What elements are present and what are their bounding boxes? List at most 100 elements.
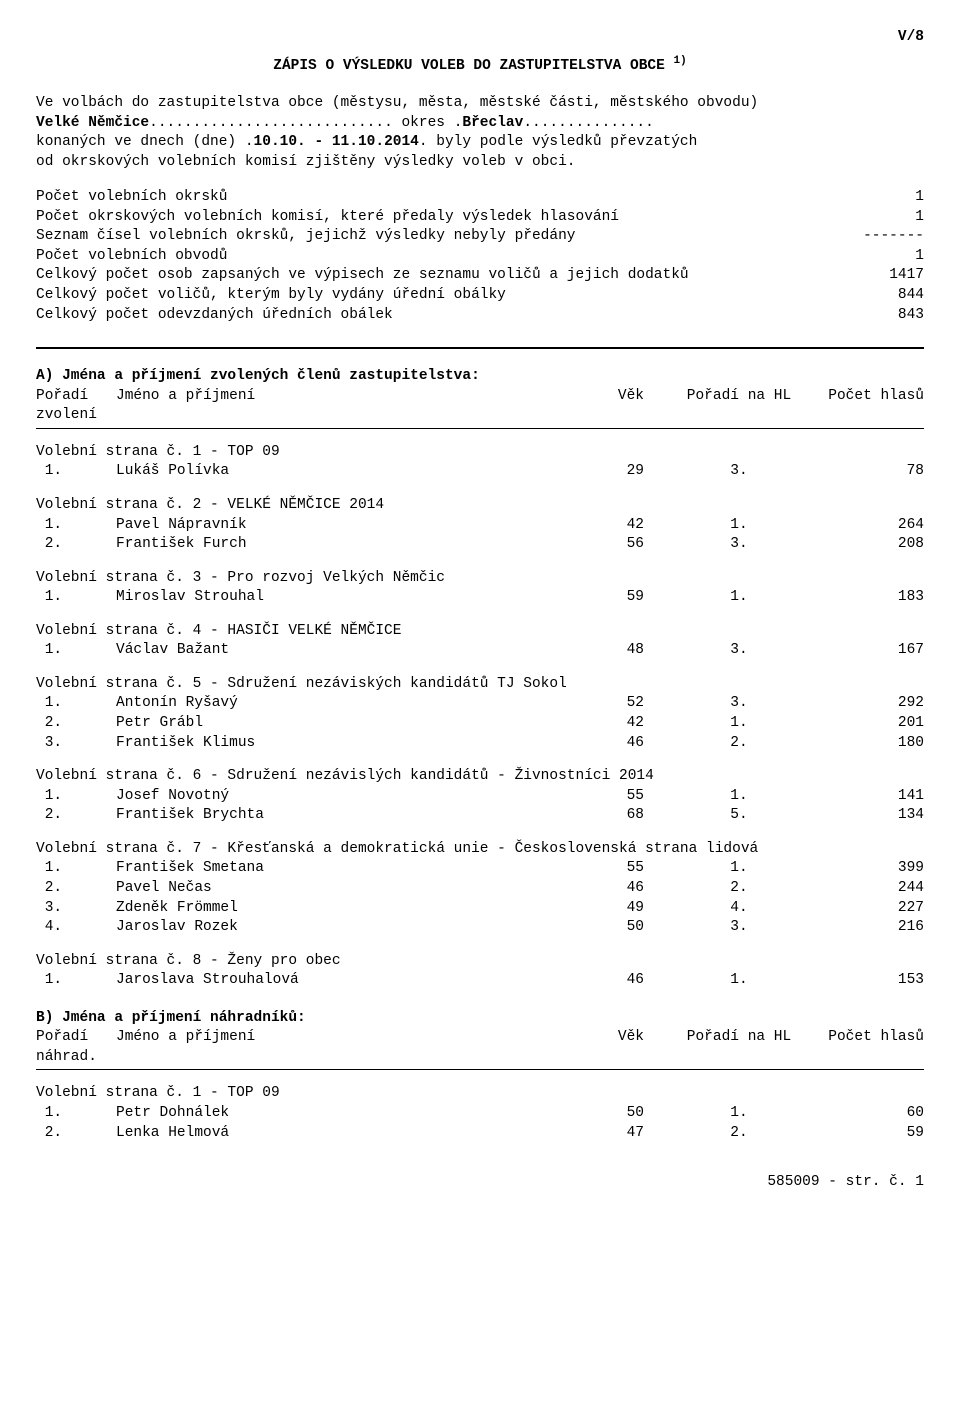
cand-hl: 1. [674,516,804,536]
cand-votes: 153 [804,971,924,991]
col-poradi: Pořadí [36,387,116,407]
cand-votes: 208 [804,535,924,555]
stat-value: 1 [860,208,924,228]
party-block: Volební strana č. 7 - Křesťanská a demok… [36,840,924,938]
cand-hl: 1. [674,588,804,608]
divider-thin-b [36,1069,924,1070]
intro-okres-dots-post: ............... [523,115,654,131]
cand-name: Lenka Helmová [116,1124,584,1144]
cand-age: 50 [584,918,674,938]
cand-name: Zdeněk Frömmel [116,899,584,919]
intro-block: Ve volbách do zastupitelstva obce (městy… [36,94,924,172]
cand-age: 46 [584,734,674,754]
party-block: Volební strana č. 2 - VELKÉ NĚMČICE 2014… [36,496,924,555]
party-block: Volební strana č. 4 - HASIČI VELKÉ NĚMČI… [36,622,924,661]
cand-age: 55 [584,859,674,879]
candidate-row: 1.Josef Novotný551.141 [36,787,924,807]
cand-age: 48 [584,641,674,661]
cand-votes: 244 [804,879,924,899]
cand-name: Václav Bažant [116,641,584,661]
cand-name: Petr Dohnálek [116,1104,584,1124]
party-block: Volební strana č. 8 - Ženy pro obec 1.Ja… [36,952,924,991]
party-title: Volební strana č. 6 - Sdružení nezávislý… [36,767,924,787]
candidate-row: 1.František Smetana551.399 [36,859,924,879]
col-votes-b: Počet hlasů [804,1028,924,1048]
stats-block: Počet volebních okrsků1Počet okrskových … [36,188,924,325]
cand-votes: 292 [804,694,924,714]
section-b-heading: B) Jména a příjmení náhradníků: [36,1009,924,1029]
col-vek-b: Věk [584,1028,674,1048]
cand-age: 42 [584,516,674,536]
cand-name: Lukáš Polívka [116,462,584,482]
cand-age: 55 [584,787,674,807]
cand-order: 2. [36,1124,116,1144]
cand-hl: 5. [674,806,804,826]
cand-order: 3. [36,734,116,754]
cand-votes: 264 [804,516,924,536]
cand-name: František Smetana [116,859,584,879]
candidate-row: 1.Jaroslava Strouhalová461.153 [36,971,924,991]
candidate-row: 1.Václav Bažant483.167 [36,641,924,661]
cand-order: 1. [36,641,116,661]
intro-okres-label: okres [393,115,454,131]
col-poradi-b: Pořadí [36,1028,116,1048]
stat-value: 844 [860,286,924,306]
cand-name: František Furch [116,535,584,555]
cand-name: František Brychta [116,806,584,826]
stat-row: Počet okrskových volebních komisí, které… [36,208,924,228]
cand-age: 46 [584,971,674,991]
cand-votes: 141 [804,787,924,807]
party-title: Volební strana č. 1 - TOP 09 [36,443,924,463]
candidate-row: 3.Zdeněk Frömmel494.227 [36,899,924,919]
col-name-b: Jméno a příjmení [116,1028,584,1048]
party-block: Volební strana č. 6 - Sdružení nezávislý… [36,767,924,826]
cand-votes: 134 [804,806,924,826]
candidate-row: 2.Petr Grábl421.201 [36,714,924,734]
stat-label: Celkový počet odevzdaných úředních obále… [36,306,860,326]
cand-order: 2. [36,879,116,899]
party-title: Volební strana č. 7 - Křesťanská a demok… [36,840,924,860]
col-phl: Pořadí na HL [674,387,804,407]
party-title: Volební strana č. 1 - TOP 09 [36,1084,924,1104]
stat-value: 843 [860,306,924,326]
cand-votes: 183 [804,588,924,608]
cand-name: Josef Novotný [116,787,584,807]
cand-hl: 2. [674,1124,804,1144]
cand-age: 52 [584,694,674,714]
candidate-row: 2.Pavel Nečas462.244 [36,879,924,899]
cand-age: 42 [584,714,674,734]
stat-label: Celkový počet voličů, kterým byly vydány… [36,286,860,306]
stat-value: 1417 [860,266,924,286]
cand-age: 49 [584,899,674,919]
intro-line1: Ve volbách do zastupitelstva obce (městy… [36,94,924,114]
title-text: ZÁPIS O VÝSLEDKU VOLEB DO ZASTUPITELSTVA… [273,57,665,73]
cand-order: 2. [36,806,116,826]
col-name: Jméno a příjmení [116,387,584,407]
candidate-row: 1.Miroslav Strouhal591.183 [36,588,924,608]
cand-name: Pavel Nápravník [116,516,584,536]
cand-age: 29 [584,462,674,482]
cand-age: 50 [584,1104,674,1124]
cand-name: Antonín Ryšavý [116,694,584,714]
section-a-heading: A) Jména a příjmení zvolených členů zast… [36,367,924,387]
cand-name: Jaroslava Strouhalová [116,971,584,991]
candidate-row: 2.Lenka Helmová472.59 [36,1124,924,1144]
stat-value: 1 [860,188,924,208]
stat-row: Celkový počet odevzdaných úředních obále… [36,306,924,326]
intro-dates-dots-post: . [419,134,428,150]
parties-a: Volební strana č. 1 - TOP 09 1. Lukáš Pol… [36,443,924,991]
cand-order: 4. [36,918,116,938]
cand-age: 46 [584,879,674,899]
cand-order: 1. [36,971,116,991]
title-superscript: 1) [674,55,687,67]
cand-hl: 2. [674,734,804,754]
intro-line3a: konaných ve dnech (dne) [36,134,245,150]
stat-row: Počet volebních okrsků1 [36,188,924,208]
cand-votes: 60 [804,1104,924,1124]
cand-age: 68 [584,806,674,826]
cand-votes: 59 [804,1124,924,1144]
intro-dots-1: ............................ [149,115,393,131]
intro-line3: konaných ve dnech (dne) .10.10. - 11.10.… [36,133,924,153]
intro-line4: od okrskových volebních komisí zjištěny … [36,153,924,173]
col-vek: Věk [584,387,674,407]
